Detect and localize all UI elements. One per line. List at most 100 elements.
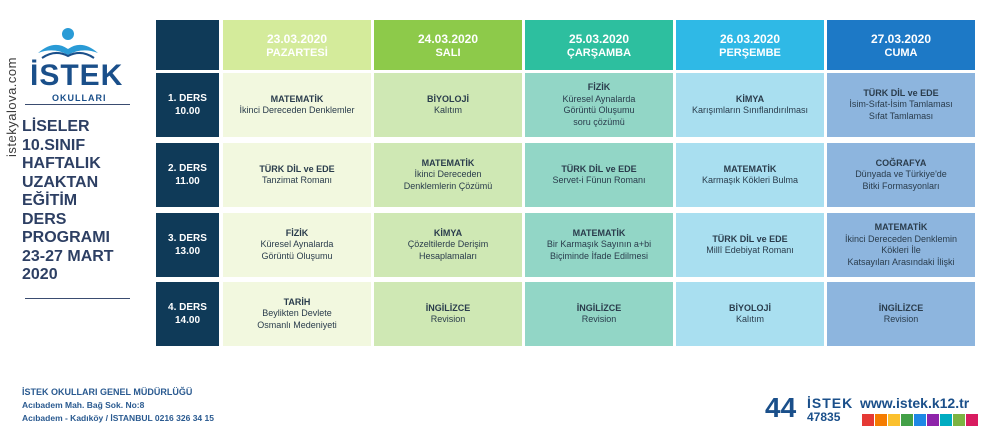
lesson-number: 3. DERS bbox=[168, 233, 207, 244]
topic-line: Katsayıları Arasındaki İlişki bbox=[847, 256, 955, 267]
divider-top bbox=[25, 104, 130, 105]
topic-line: Hesaplamaları bbox=[418, 250, 478, 261]
lesson-label: 1. DERS 10.00 bbox=[156, 73, 219, 137]
topic-line: Karmaşık Kökleri Bulma bbox=[701, 175, 799, 185]
day-name: PAZARTESİ bbox=[266, 47, 328, 59]
topic-line: Dünyada ve Türkiye'de bbox=[855, 169, 947, 180]
topic-line: Denklemlerin Çözümü bbox=[403, 180, 493, 191]
topic-line: İkinci Dereceden Denklemler bbox=[239, 105, 355, 115]
topic-line: soru çözümü bbox=[573, 116, 625, 127]
contact-brand: 44 İSTEK 47835 bbox=[765, 392, 865, 432]
topic-line: Biçiminde İfade Edilmesi bbox=[549, 250, 649, 261]
lesson-row: 2. DERS 11.00 TÜRK DİL ve EDE Tanzimat Roma… bbox=[156, 143, 976, 207]
day-date: 25.03.2020 bbox=[568, 32, 630, 46]
lesson-number: 4. DERS bbox=[168, 302, 207, 313]
day-header: 26.03.2020 PERŞEMBE bbox=[676, 20, 824, 70]
lesson-label: 2. DERS 11.00 bbox=[156, 143, 219, 207]
subject-name: BİYOLOJİ bbox=[426, 93, 469, 104]
title-line: UZAKTAN bbox=[22, 173, 99, 191]
lesson-row: 3. DERS 13.00 FİZİK Küresel Aynalarda Görünt… bbox=[156, 213, 976, 277]
schedule-cell: TÜRK DİL ve EDE Millî Edebiyat Romanı bbox=[676, 213, 824, 277]
topic-line: Sıfat Tamlaması bbox=[868, 110, 934, 121]
topic-line: Çözeltilerde Derişim bbox=[407, 239, 489, 250]
topic-line: Bitki Formasyonları bbox=[862, 180, 940, 191]
day-name: CUMA bbox=[884, 47, 918, 59]
corner-cell bbox=[156, 20, 219, 70]
day-header: 27.03.2020 CUMA bbox=[827, 20, 975, 70]
color-stripe bbox=[966, 414, 978, 426]
subject-name: FİZİK bbox=[285, 227, 309, 238]
lesson-label: 4. DERS 14.00 bbox=[156, 282, 219, 346]
subject-name: İNGİLİZCE bbox=[425, 302, 471, 313]
subject-name: TÜRK DİL ve EDE bbox=[712, 233, 788, 244]
topic-line: Bir Karmaşık Sayının a+bi bbox=[546, 239, 652, 250]
day-name: SALI bbox=[435, 47, 461, 59]
subject-name: COĞRAFYA bbox=[875, 157, 927, 168]
color-stripe bbox=[862, 414, 874, 426]
footer-street: Acıbadem Mah. Bağ Sok. No:8 bbox=[22, 400, 145, 410]
footer-address: İSTEK OKULLARI GENEL MÜDÜRLÜĞÜ Acıbadem … bbox=[22, 386, 214, 425]
color-stripe bbox=[875, 414, 887, 426]
lesson-number: 1. DERS bbox=[168, 93, 207, 104]
topic-line: Küresel Aynalarda bbox=[260, 239, 334, 250]
day-header: 24.03.2020 SALI bbox=[374, 20, 522, 70]
topic-line: Revision bbox=[581, 314, 617, 324]
lesson-time: 10.00 bbox=[174, 106, 201, 117]
topic-line: Tanzimat Romanı bbox=[261, 175, 333, 185]
topic-line: Kökleri İle bbox=[881, 245, 921, 255]
title-line: LİSELER bbox=[22, 118, 90, 135]
topic-line: İkinci Dereceden bbox=[414, 169, 482, 180]
subject-name: KİMYA bbox=[433, 227, 463, 238]
schedule-cell: FİZİK Küresel Aynalarda Görüntü Oluşumu sor… bbox=[525, 73, 673, 137]
subject-name: MATEMATİK bbox=[572, 227, 626, 238]
title-line: 10.SINIF bbox=[22, 136, 86, 154]
logo-brand: İSTEK bbox=[30, 59, 124, 92]
schedule-cell: KİMYA Karışımların Sınıflandırılması bbox=[676, 73, 824, 137]
day-header: 25.03.2020 ÇARŞAMBA bbox=[525, 20, 673, 70]
subject-name: TÜRK DİL ve EDE bbox=[561, 163, 637, 174]
schedule-cell: MATEMATİK İkinci Dereceden Denklemlerin Çö… bbox=[374, 143, 522, 207]
schedule-cell: FİZİK Küresel Aynalarda Görüntü Oluşumu bbox=[223, 213, 371, 277]
schedule-cell: TÜRK DİL ve EDE Tanzimat Romanı bbox=[223, 143, 371, 207]
day-date: 26.03.2020 bbox=[719, 32, 781, 46]
topic-line: Kalıtım bbox=[433, 105, 462, 115]
title-line: 23-27 MART bbox=[22, 247, 114, 265]
color-stripe bbox=[940, 414, 952, 426]
subject-name: FİZİK bbox=[587, 82, 611, 92]
subject-name: TARİH bbox=[283, 296, 311, 307]
day-date: 27.03.2020 bbox=[870, 32, 932, 46]
color-stripe bbox=[914, 414, 926, 426]
title-line: HAFTALIK bbox=[22, 155, 101, 172]
schedule-cell: MATEMATİK İkinci Dereceden Denklemler bbox=[223, 73, 371, 137]
schedule-cell: COĞRAFYA Dünyada ve Türkiye'de Bitki Forma… bbox=[827, 143, 975, 207]
topic-line: Servet-i Fünun Romanı bbox=[552, 175, 646, 185]
color-stripe bbox=[901, 414, 913, 426]
schedule-cell: BİYOLOJİ Kalıtım bbox=[676, 282, 824, 346]
program-title: LİSELER 10.SINIF HAFTALIK UZAKTAN EĞİTİM DERS… bbox=[22, 118, 152, 285]
brand-name: İSTEK bbox=[807, 395, 854, 411]
lesson-label: 3. DERS 13.00 bbox=[156, 213, 219, 277]
day-name: ÇARŞAMBA bbox=[566, 47, 632, 59]
schedule-cell: BİYOLOJİ Kalıtım bbox=[374, 73, 522, 137]
schedule-cell: İNGİLİZCE Revision bbox=[374, 282, 522, 346]
topic-line: Revision bbox=[430, 314, 466, 324]
brand-big-number: 44 bbox=[765, 392, 797, 423]
book-figure-icon bbox=[38, 28, 98, 59]
subject-name: TÜRK DİL ve EDE bbox=[259, 163, 335, 174]
schedule-cell: İNGİLİZCE Revision bbox=[827, 282, 975, 346]
footer-org: İSTEK OKULLARI GENEL MÜDÜRLÜĞÜ bbox=[22, 387, 193, 397]
day-date: 24.03.2020 bbox=[417, 32, 479, 46]
subject-name: İNGİLİZCE bbox=[576, 302, 622, 313]
brand-phone: 47835 bbox=[807, 410, 841, 424]
lesson-number: 2. DERS bbox=[168, 163, 207, 174]
topic-line: Görüntü Oluşumu bbox=[563, 105, 635, 115]
topic-line: İsim-Sıfat-İsim Tamlaması bbox=[849, 99, 953, 110]
website-link[interactable]: www.istek.k12.tr bbox=[860, 395, 970, 411]
subject-name: MATEMATİK bbox=[723, 163, 777, 174]
schedule-cell: TARİH Beylikten Devlete Osmanlı Medeniyeti bbox=[223, 282, 371, 346]
schedule-cell: MATEMATİK İkinci Dereceden Denklemin Kökle… bbox=[827, 213, 975, 277]
topic-line: Karışımların Sınıflandırılması bbox=[691, 105, 809, 115]
topic-line: Osmanlı Medeniyeti bbox=[257, 319, 337, 330]
title-line: EĞİTİM bbox=[22, 192, 78, 209]
topic-line: İkinci Dereceden Denklemin bbox=[844, 233, 958, 244]
